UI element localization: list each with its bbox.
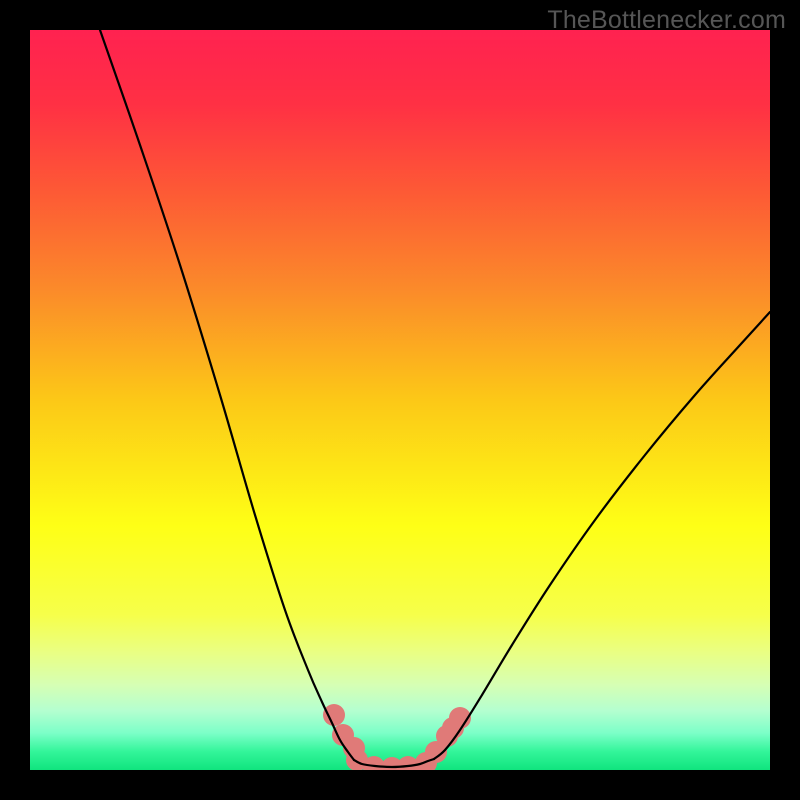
data-dot [323,704,345,726]
watermark-text: TheBottlenecker.com [547,6,786,35]
curve-left [100,30,354,760]
curve-layer [0,0,800,800]
chart-root: TheBottlenecker.com [0,0,800,800]
curve-right [434,312,770,759]
